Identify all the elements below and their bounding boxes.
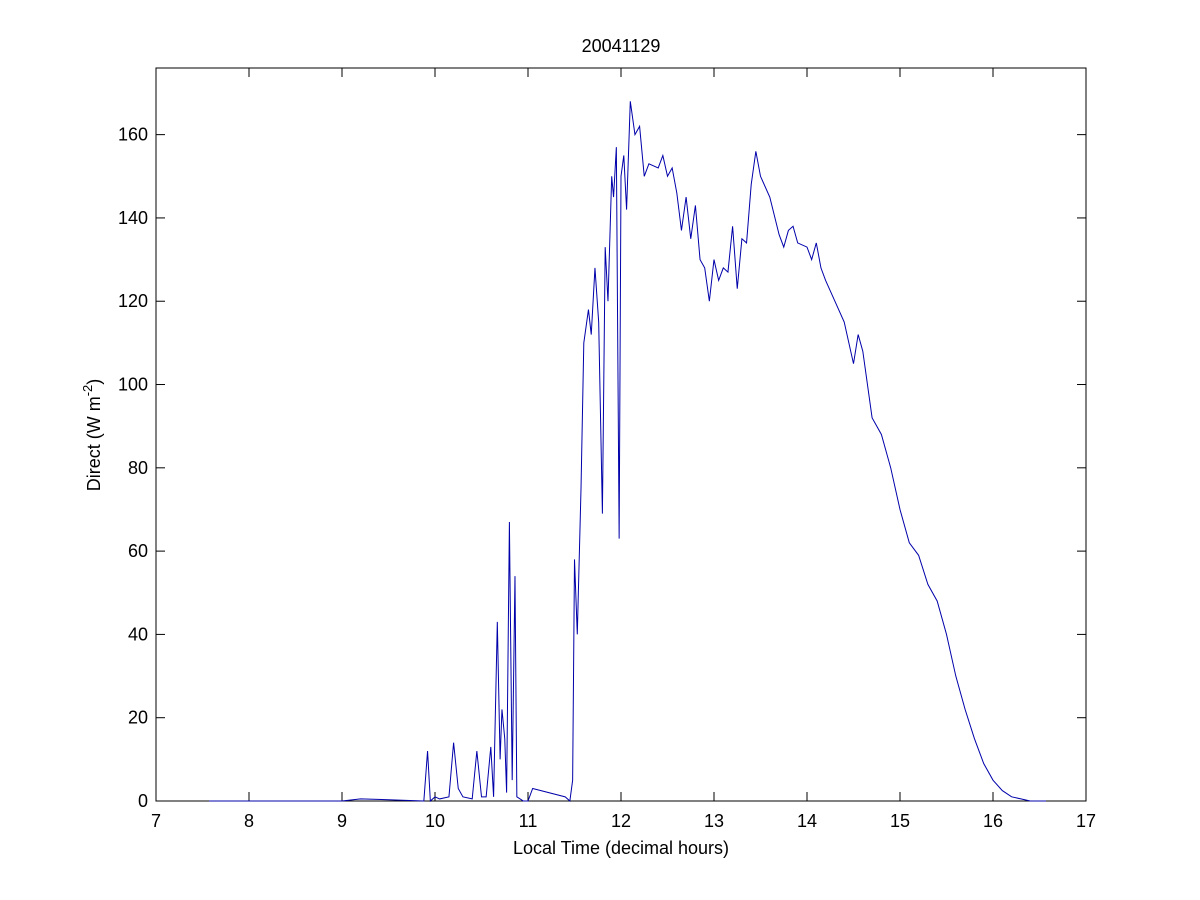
x-axis-label: Local Time (decimal hours) xyxy=(513,838,729,858)
x-tick-label: 9 xyxy=(337,811,347,831)
y-axis-label-sup: -2 xyxy=(80,385,95,397)
y-axis-label-main: Direct (W m xyxy=(84,396,104,491)
y-tick-label: 20 xyxy=(128,708,148,728)
x-tick-label: 15 xyxy=(890,811,910,831)
y-axis-label: Direct (W m-2) xyxy=(80,379,104,492)
y-tick-label: 100 xyxy=(118,375,148,395)
y-axis-label-end: ) xyxy=(84,379,104,385)
y-tick-label: 120 xyxy=(118,291,148,311)
x-tick-label: 17 xyxy=(1076,811,1096,831)
x-tick-label: 8 xyxy=(244,811,254,831)
x-tick-label: 11 xyxy=(519,811,538,831)
x-tick-label: 10 xyxy=(425,811,445,831)
chart-title: 20041129 xyxy=(582,36,661,56)
x-tick-label: 16 xyxy=(983,811,1003,831)
y-tick-label: 60 xyxy=(128,541,148,561)
y-tick-label: 140 xyxy=(118,208,148,228)
data-line xyxy=(209,101,1047,803)
y-tick-label: 80 xyxy=(128,458,148,478)
x-tick-label: 12 xyxy=(611,811,631,831)
x-tick-label: 7 xyxy=(151,811,161,831)
y-tick-label: 160 xyxy=(118,125,148,145)
x-tick-label: 13 xyxy=(704,811,724,831)
y-tick-label: 0 xyxy=(138,791,148,811)
x-tick-label: 14 xyxy=(797,811,817,831)
y-tick-label: 40 xyxy=(128,624,148,644)
